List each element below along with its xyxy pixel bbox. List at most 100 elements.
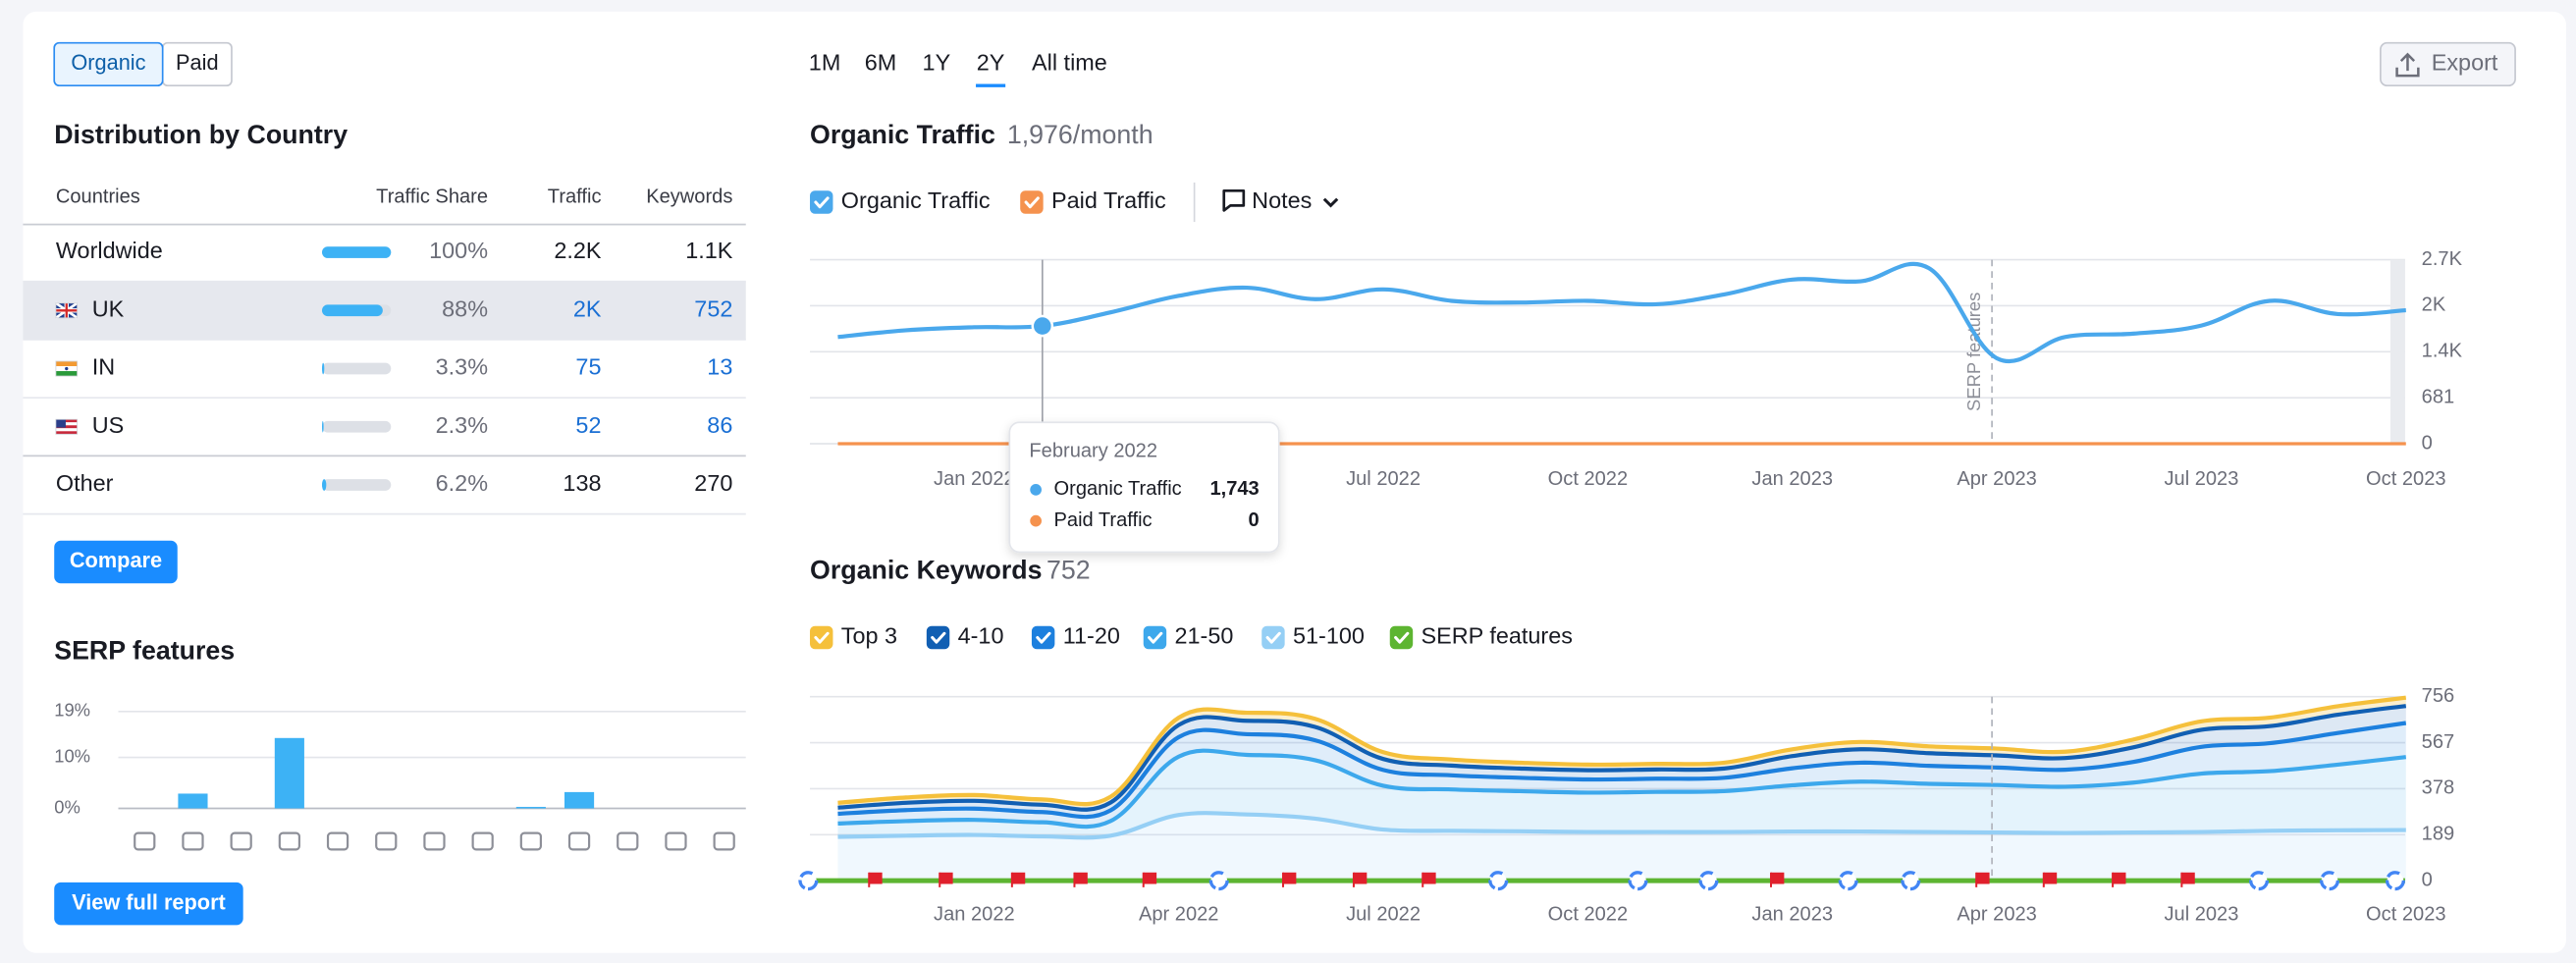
legend-label[interactable]: 11-20 (1063, 623, 1120, 649)
legend-label[interactable]: 51-100 (1293, 623, 1365, 649)
country-name[interactable]: US (92, 412, 125, 438)
legend-label[interactable]: Top 3 (841, 623, 897, 649)
event-google (1698, 871, 1719, 891)
legend-label[interactable]: 4-10 (958, 623, 1004, 649)
flag-part (55, 419, 78, 423)
traffic-value[interactable]: 2K (573, 295, 602, 321)
column-header: Keywords (646, 186, 732, 207)
keywords-value[interactable]: 752 (694, 295, 732, 321)
compare-button-label[interactable]: Compare (70, 548, 162, 572)
legend-label[interactable]: Organic Traffic (841, 187, 991, 213)
event-google (2385, 871, 2405, 891)
keywords-value: 1.1K (685, 238, 733, 263)
period-underline (976, 83, 1006, 87)
country-name: Worldwide (56, 238, 163, 263)
y-tick-label: 2K (2422, 294, 2446, 316)
traffic-value: 2.2K (554, 238, 602, 263)
tooltip-name: Paid Traffic (1054, 509, 1153, 531)
event-flag (1282, 872, 1297, 884)
x-tick-label: Jul 2023 (2164, 468, 2238, 490)
bar (178, 793, 208, 809)
period-button[interactable]: 1Y (923, 50, 951, 76)
event-flag (869, 872, 883, 884)
y-tick-label: 19% (54, 700, 90, 721)
tooltip-swatch (1030, 514, 1042, 527)
export-label[interactable]: Export (2432, 50, 2498, 76)
notes-label[interactable]: Notes (1252, 187, 1312, 213)
category-icon (519, 831, 542, 851)
checkbox[interactable] (1031, 625, 1055, 650)
checkbox[interactable] (1389, 625, 1414, 650)
legend-label[interactable]: SERP features (1422, 623, 1573, 649)
share-label: 6.2% (436, 470, 488, 496)
flag-border (55, 302, 79, 319)
country-name[interactable]: UK (92, 295, 125, 321)
category-icon (326, 831, 349, 851)
chart-subtitle: 752 (1046, 556, 1091, 585)
event-google (1838, 871, 1858, 891)
checkbox[interactable] (810, 190, 833, 214)
y-tick-label: 567 (2422, 731, 2455, 753)
period-button[interactable]: 6M (865, 50, 897, 76)
traffic-value[interactable]: 75 (575, 354, 601, 380)
category-icon (713, 831, 735, 851)
series-line (837, 721, 2407, 820)
source-tab-label[interactable]: Paid (176, 50, 219, 75)
view-report-label[interactable]: View full report (72, 889, 226, 914)
period-button[interactable]: All time (1032, 50, 1107, 76)
keywords-value[interactable]: 86 (707, 412, 732, 438)
y-tick-label: 10% (54, 745, 90, 766)
checkmark (814, 631, 830, 644)
series-area (837, 722, 2406, 828)
x-tick-label: Jul 2022 (1346, 904, 1421, 926)
source-tab[interactable] (53, 41, 164, 87)
category-icon (567, 831, 591, 851)
x-tick-label: Jul 2023 (2164, 904, 2238, 926)
share-track (322, 420, 392, 433)
y-tick-label: 1.4K (2422, 341, 2463, 362)
category-icon (665, 831, 687, 851)
share-track (322, 479, 392, 491)
view-report-button[interactable] (54, 882, 243, 926)
event-flag (1976, 872, 1990, 884)
tooltip-title: February 2022 (1029, 441, 1157, 462)
compare-button[interactable] (54, 540, 178, 584)
checkbox[interactable] (1261, 625, 1285, 650)
country-name[interactable]: IN (92, 354, 115, 380)
share-bar (322, 246, 392, 258)
bar (515, 806, 546, 809)
keywords-value[interactable]: 13 (707, 354, 732, 380)
traffic-value[interactable]: 52 (575, 412, 601, 438)
legend-label[interactable]: Paid Traffic (1051, 187, 1166, 213)
tooltip-value: 0 (1249, 509, 1260, 531)
checkbox[interactable] (1020, 190, 1044, 214)
event-flag (2043, 872, 2058, 884)
y-tick-label: 189 (2422, 824, 2455, 845)
checkmark (1394, 631, 1410, 644)
checkbox[interactable] (926, 625, 950, 650)
bar (564, 791, 595, 809)
notes-chevron (1322, 197, 1339, 208)
event-google (2248, 871, 2270, 891)
series-line (837, 748, 2407, 829)
legend-label[interactable]: 21-50 (1175, 623, 1234, 649)
bar (274, 737, 304, 809)
keywords-value: 270 (694, 470, 732, 496)
country-name: Other (56, 470, 114, 496)
x-tick-label: Jan 2023 (1751, 904, 1833, 926)
checkbox[interactable] (810, 625, 833, 650)
event-flag (2113, 872, 2126, 884)
period-button[interactable]: 2Y (977, 50, 1005, 76)
series-line (837, 695, 2407, 807)
checkbox[interactable] (1143, 625, 1167, 650)
share-label: 100% (429, 238, 488, 263)
hover-point (1031, 314, 1054, 338)
share-label: 3.3% (436, 354, 488, 380)
period-button[interactable]: 1M (809, 50, 841, 76)
x-tick-label: Jan 2022 (934, 468, 1015, 490)
source-tab-label[interactable]: Organic (71, 50, 145, 75)
checkmark (1148, 631, 1163, 644)
category-icon (134, 831, 156, 851)
event-google (1628, 871, 1648, 891)
